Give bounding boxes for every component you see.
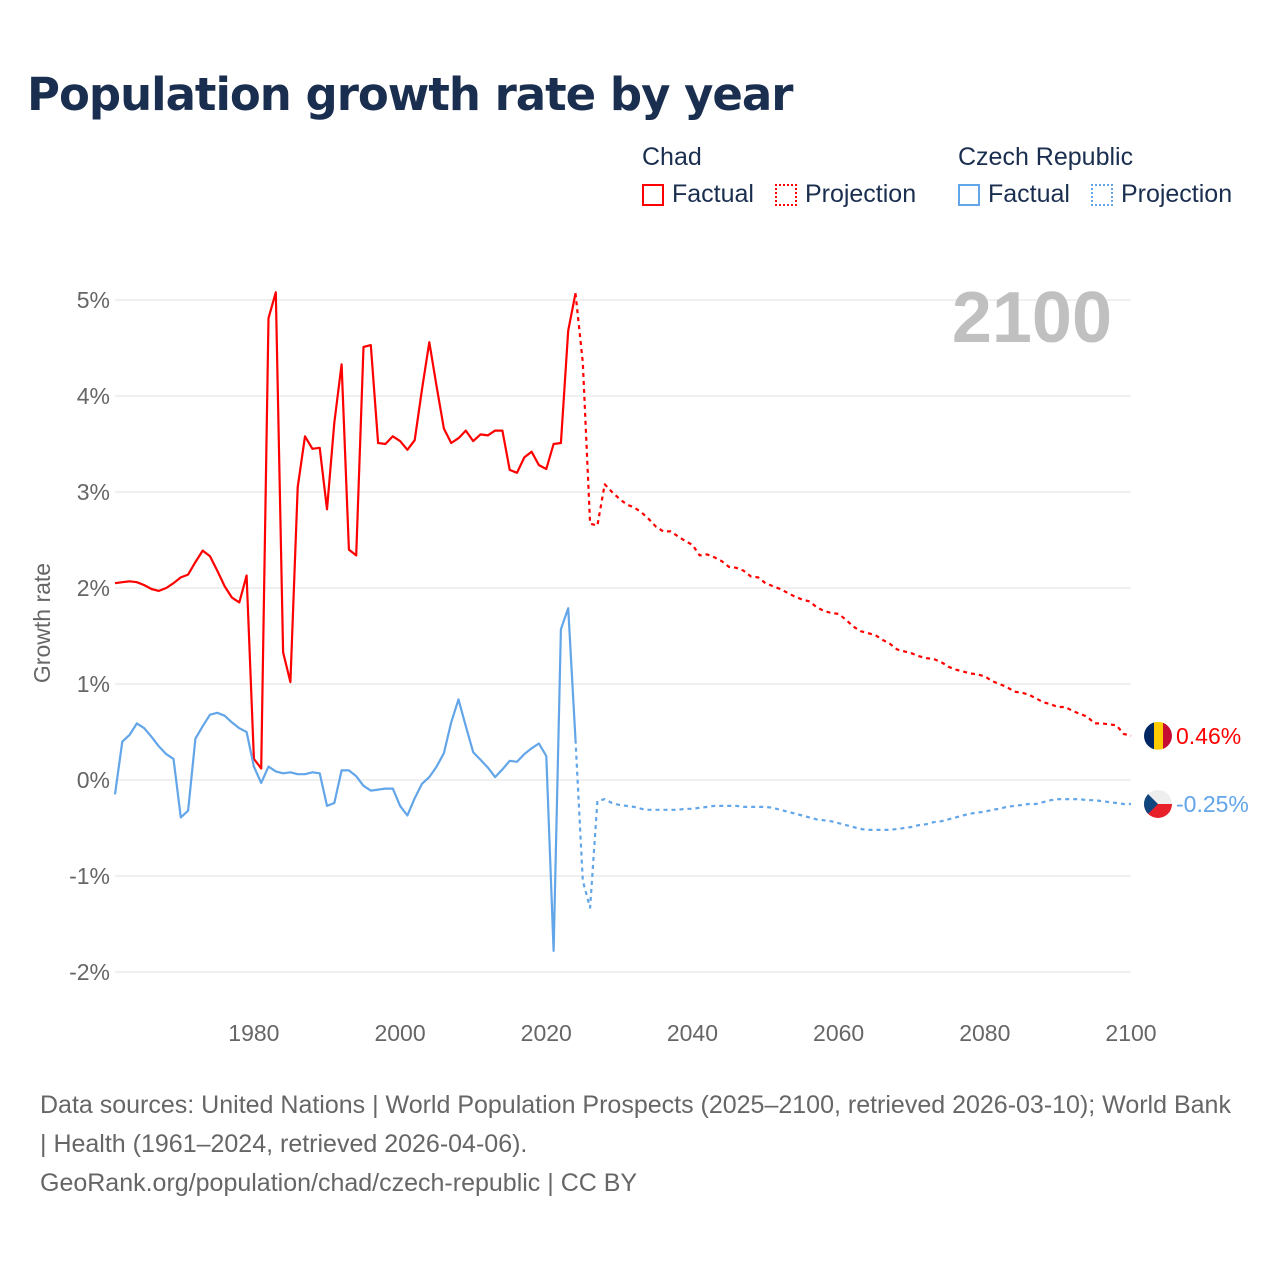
y-tick-label: -2%: [69, 959, 110, 985]
chart-svg: 5% 4% 3% 2% 1% 0% -1% -2% 1980 2000 2020 2040 2060 20…: [29, 278, 1249, 1046]
legend-country: Czech Republic: [958, 143, 1134, 171]
czech-republic-projection-line: [574, 739, 1131, 909]
x-tick-label: 2100: [1105, 1020, 1156, 1046]
x-tick-label: 2020: [521, 1020, 572, 1046]
source-url[interactable]: GeoRank.org/population/chad/czech-republ…: [40, 1169, 638, 1197]
legend-label: Factual: [988, 180, 1070, 208]
legend-label: Projection: [1120, 180, 1233, 208]
data-sources: Data sources: United Nations | World Pop…: [40, 1091, 1231, 1158]
solid-swatch-icon: [958, 183, 980, 206]
chart-title: Population growth rate by year: [27, 68, 793, 121]
y-tick-label: -1%: [69, 863, 110, 889]
legend-country: Chad: [642, 143, 702, 171]
czech-republic-factual-line: [113, 607, 577, 953]
legend-label: Factual: [672, 180, 754, 208]
end-value-label: -0.25%: [1176, 791, 1249, 817]
y-tick-label: 0%: [77, 767, 110, 793]
legend-label: Projection: [804, 180, 917, 208]
y-tick-label: 5%: [77, 287, 110, 313]
legend-czech-projection[interactable]: Projection: [1090, 180, 1233, 209]
chad-flag-icon: [1144, 721, 1172, 750]
chad-projection-line: [574, 293, 1132, 737]
legend-chad: Chad Factual Projection: [642, 143, 930, 213]
x-tick-label: 2040: [667, 1020, 718, 1046]
x-tick-label: 2080: [959, 1020, 1010, 1046]
y-tick-label: 2%: [77, 575, 110, 601]
y-tick-label: 4%: [77, 383, 110, 409]
legend-chad-factual[interactable]: Factual: [642, 180, 754, 209]
year-watermark: 2100: [952, 278, 1112, 358]
chad-factual-line: [114, 291, 577, 770]
legend-czech: Czech Republic Factual Projection: [958, 143, 1246, 213]
solid-swatch-icon: [642, 183, 664, 206]
czech-flag-icon: [1144, 790, 1172, 818]
y-axis-label: Growth rate: [29, 563, 55, 683]
dotted-swatch-icon: [1090, 183, 1113, 206]
y-tick-label: 3%: [77, 479, 110, 505]
legend-chad-projection[interactable]: Projection: [774, 180, 917, 209]
legend-czech-factual[interactable]: Factual: [958, 180, 1070, 209]
end-value-label: 0.46%: [1176, 723, 1241, 749]
y-tick-label: 1%: [77, 671, 110, 697]
x-tick-label: 2000: [374, 1020, 425, 1046]
x-tick-label: 2060: [813, 1020, 864, 1046]
dotted-swatch-icon: [774, 183, 797, 206]
footer: Data sources: United Nations | World Pop…: [40, 1086, 1240, 1203]
x-tick-label: 1980: [228, 1020, 279, 1046]
